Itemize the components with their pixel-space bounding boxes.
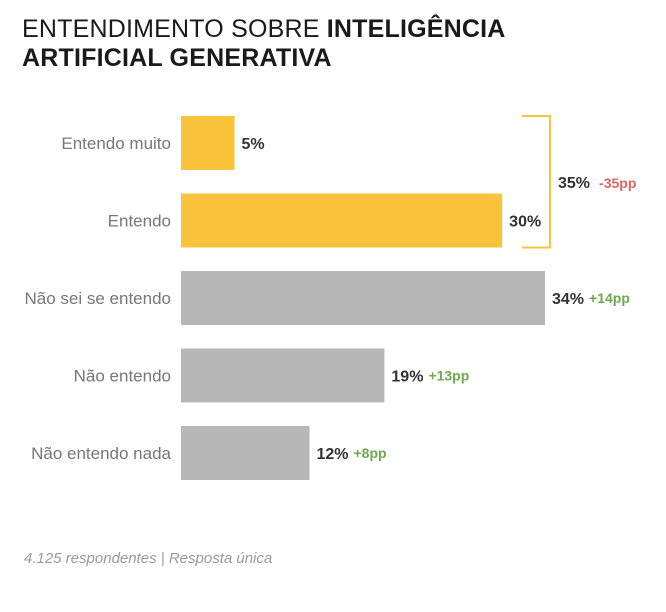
bar — [181, 193, 503, 248]
delta-label: +8pp — [354, 445, 387, 461]
value-label: 34% — [552, 291, 584, 308]
category-label: Não entendo nada — [31, 444, 171, 463]
bar-chart: Entendo muito 5% Entendo 30% Não sei se ente… — [25, 115, 636, 480]
bar — [181, 271, 545, 325]
value-label: 30% — [509, 214, 541, 231]
bar — [181, 116, 235, 170]
value-label: 5% — [242, 136, 265, 153]
category-label: Entendo — [108, 212, 171, 231]
value-label: 12% — [316, 446, 348, 463]
bar — [181, 426, 310, 480]
delta-label: +13pp — [428, 368, 469, 384]
chart-title-bold: INTELIGÊNCIA ARTIFICIAL GENERATIVA — [22, 15, 505, 72]
chart-title-light: ENTENDIMENTO SOBRE — [22, 15, 327, 43]
chart-footer: 4.125 respondentes | Resposta única — [24, 550, 273, 567]
bar — [181, 348, 385, 403]
group-bracket — [522, 115, 551, 249]
group-delta-label: -35pp — [599, 175, 636, 191]
category-label: Entendo muito — [61, 134, 171, 153]
category-label: Não sei se entendo — [25, 289, 172, 308]
delta-label: +14pp — [589, 290, 630, 306]
category-label: Não entendo — [74, 367, 171, 386]
chart-title: ENTENDIMENTO SOBRE INTELIGÊNCIA ARTIFICI… — [22, 15, 642, 73]
value-label: 19% — [391, 369, 423, 386]
group-value-label: 35% — [558, 175, 590, 192]
